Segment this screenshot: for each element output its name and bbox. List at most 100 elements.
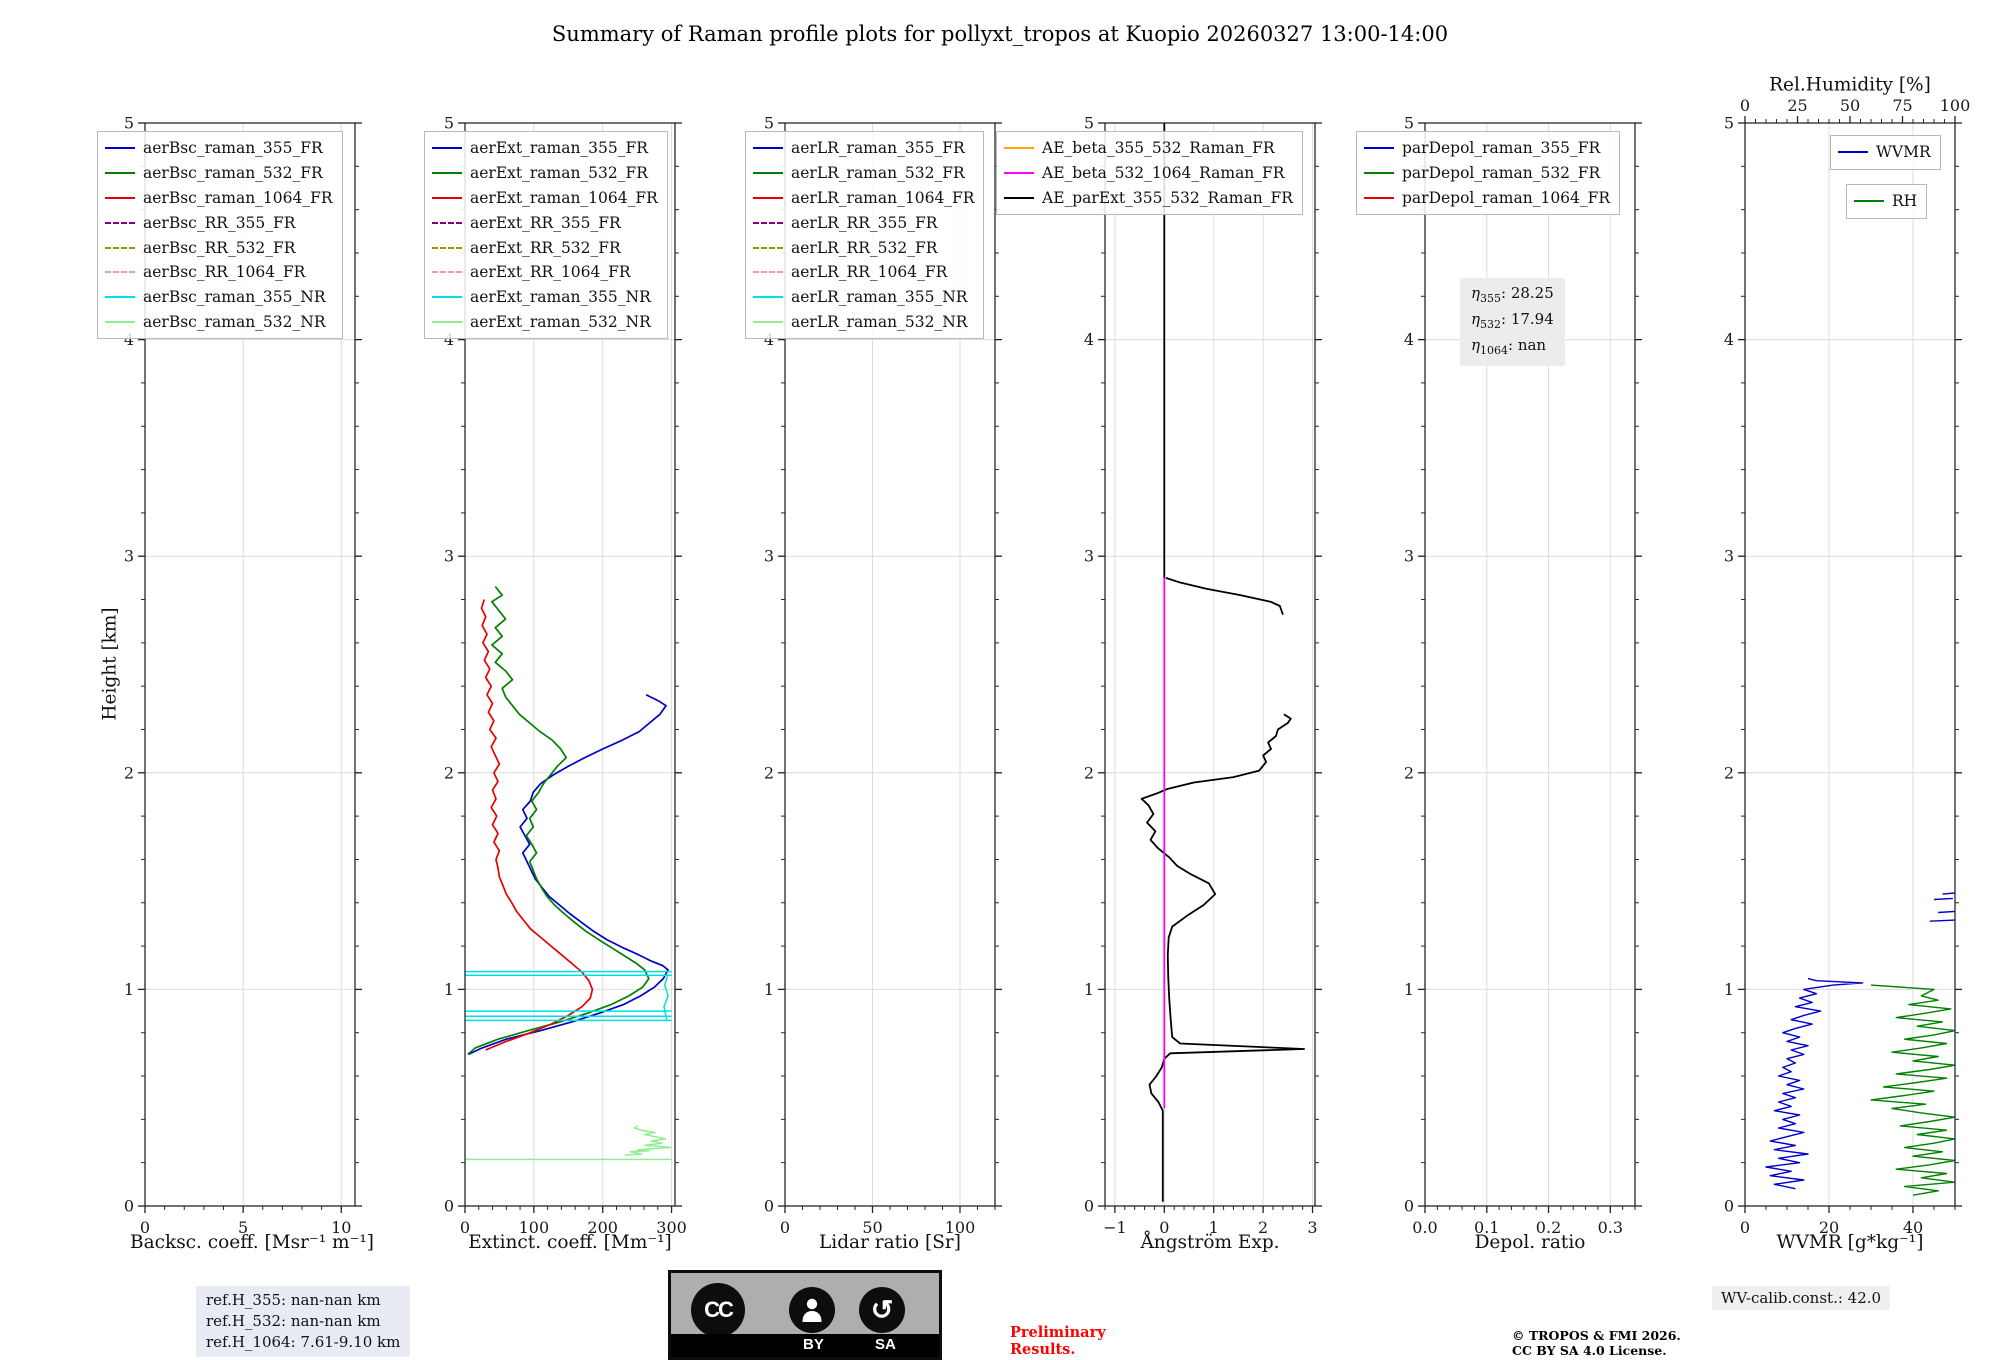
- legend-line-sample: [753, 221, 783, 224]
- wv-calibration-note: WV-calib.const.: 42.0: [1712, 1286, 1891, 1310]
- svg-text:4: 4: [1084, 330, 1094, 349]
- legend-label: aerLR_RR_355_FR: [791, 213, 938, 232]
- svg-text:5: 5: [444, 114, 454, 133]
- legend-label: aerExt_raman_355_NR: [470, 288, 651, 307]
- top-axis-label: Rel.Humidity [%]: [1769, 74, 1931, 96]
- panel-angstrom: −1 0 1 2 3 0 1 2 3 4 5: [1084, 114, 1322, 1237]
- legend-entry: aerBsc_RR_532_FR: [105, 235, 333, 260]
- eta-532-sub: 532: [1480, 318, 1501, 331]
- legend-line-sample: [753, 147, 783, 150]
- series-AE_parExt_355_532_Raman_FR: [1140, 713, 1305, 1202]
- legend-line-sample: [105, 271, 135, 274]
- legend-label: aerExt_RR_1064_FR: [470, 263, 631, 282]
- legend-label: aerLR_RR_1064_FR: [791, 263, 948, 282]
- legend-label: aerExt_RR_532_FR: [470, 238, 621, 257]
- svg-text:0: 0: [1740, 96, 1750, 115]
- preliminary-line1: Preliminary: [1010, 1324, 1106, 1341]
- legend-line-sample: [432, 221, 462, 224]
- legend-label: AE_parExt_355_532_Raman_FR: [1042, 188, 1293, 207]
- series-aerExt_raman_355_NR: [663, 976, 669, 1020]
- legend-entry: aerExt_RR_532_FR: [432, 235, 658, 260]
- legend-label: RH: [1892, 192, 1918, 211]
- cc-sharealike-arrow-icon: ↺: [859, 1287, 905, 1333]
- legend-line-sample: [105, 196, 135, 199]
- legend-line-sample: [432, 320, 462, 323]
- svg-text:0: 0: [1159, 1218, 1169, 1237]
- legend-entry: aerLR_RR_1064_FR: [753, 260, 974, 285]
- legend-entry: aerExt_raman_355_FR: [432, 136, 658, 161]
- svg-text:50: 50: [862, 1218, 882, 1237]
- series-WVMR_upper: [1933, 897, 1953, 901]
- legend-label: aerBsc_RR_1064_FR: [143, 263, 306, 282]
- svg-text:0: 0: [124, 1197, 134, 1216]
- eta-355-row: η355: 28.25: [1471, 283, 1554, 309]
- series-aerExt_raman_355_FR: [468, 694, 669, 1056]
- cc-logo-text: CC: [704, 1297, 734, 1322]
- legend-entry: aerLR_RR_355_FR: [753, 210, 974, 235]
- legend-entry: parDepol_raman_1064_FR: [1364, 186, 1610, 211]
- legend-entry: aerExt_raman_355_NR: [432, 285, 658, 310]
- svg-text:4: 4: [1724, 330, 1734, 349]
- cc-license-badge: CC ↺ BY SA: [668, 1270, 942, 1360]
- legend-label: AE_beta_532_1064_Raman_FR: [1042, 164, 1285, 183]
- legend-entry: aerExt_raman_532_NR: [432, 310, 658, 335]
- x-axis-label-depol: Depol. ratio: [1474, 1232, 1586, 1253]
- svg-text:0: 0: [1404, 1197, 1414, 1216]
- legend-line-sample: [1364, 147, 1394, 150]
- eta-532-value: : 17.94: [1501, 310, 1554, 328]
- legend-depol: parDepol_raman_355_FR parDepol_raman_532_…: [1356, 131, 1621, 216]
- legend-entry: aerLR_raman_355_FR: [753, 136, 974, 161]
- legend-label: aerLR_raman_532_NR: [791, 312, 968, 331]
- cc-attribution-person-icon: [789, 1287, 835, 1333]
- ref-h-355: ref.H_355: nan-nan km: [206, 1291, 381, 1309]
- x-axis-label-wvmr: WVMR [g*kg⁻¹]: [1776, 1232, 1924, 1253]
- cc-logo-icon: CC: [691, 1283, 745, 1337]
- legend-entry: aerExt_RR_1064_FR: [432, 260, 658, 285]
- svg-text:0: 0: [140, 1218, 150, 1237]
- y-axis-label: Height [km]: [99, 607, 121, 721]
- eta-355-value: : 28.25: [1501, 284, 1554, 302]
- svg-text:0: 0: [1084, 1197, 1094, 1216]
- eta-532-row: η532: 17.94: [1471, 309, 1554, 335]
- svg-text:1: 1: [764, 980, 774, 999]
- svg-text:100: 100: [519, 1218, 550, 1237]
- eta-1064-sub: 1064: [1480, 344, 1508, 357]
- svg-text:100: 100: [945, 1218, 976, 1237]
- cc-by-label: BY: [803, 1336, 824, 1353]
- legend-entry: aerExt_RR_355_FR: [432, 210, 658, 235]
- legend-label: aerLR_raman_532_FR: [791, 164, 965, 183]
- svg-text:200: 200: [587, 1218, 618, 1237]
- svg-text:3: 3: [1404, 547, 1414, 566]
- x-axis-label-lidar-ratio: Lidar ratio [Sr]: [819, 1232, 961, 1253]
- legend-line-sample: [753, 196, 783, 199]
- legend-label: aerBsc_raman_532_FR: [143, 164, 323, 183]
- legend-line-sample: [432, 196, 462, 199]
- legend-line-sample: [753, 296, 783, 299]
- legend-line-sample: [432, 246, 462, 249]
- legend-line-sample: [1364, 196, 1394, 199]
- svg-text:3: 3: [1724, 547, 1734, 566]
- svg-text:4: 4: [124, 330, 134, 349]
- legend-label: aerLR_raman_1064_FR: [791, 188, 975, 207]
- legend-label: aerLR_RR_532_FR: [791, 238, 938, 257]
- legend-extinction: aerExt_raman_355_FR aerExt_raman_532_FR ae…: [424, 131, 668, 340]
- series-WVMR_upper: [1942, 892, 1955, 895]
- legend-label: parDepol_raman_1064_FR: [1402, 188, 1611, 207]
- legend-entry: aerLR_raman_532_FR: [753, 161, 974, 186]
- ref-h-1064: ref.H_1064: 7.61-9.10 km: [206, 1333, 401, 1351]
- cc-sa-label: SA: [875, 1336, 896, 1353]
- svg-text:1: 1: [1209, 1218, 1219, 1237]
- svg-text:3: 3: [124, 547, 134, 566]
- legend-entry: aerBsc_raman_1064_FR: [105, 186, 333, 211]
- svg-text:40: 40: [1903, 1218, 1923, 1237]
- legend-line-sample: [432, 172, 462, 175]
- eta-annotation: η355: 28.25 η532: 17.94 η1064: nan: [1460, 278, 1565, 366]
- copyright-line1: © TROPOS & FMI 2026.: [1512, 1328, 1681, 1343]
- svg-text:1: 1: [1404, 980, 1414, 999]
- svg-text:5: 5: [764, 114, 774, 133]
- legend-label: WVMR: [1876, 143, 1931, 162]
- copyright-note: © TROPOS & FMI 2026. CC BY SA 4.0 Licens…: [1512, 1328, 1681, 1358]
- series-WVMR_upper: [1929, 919, 1955, 922]
- svg-text:0: 0: [460, 1218, 470, 1237]
